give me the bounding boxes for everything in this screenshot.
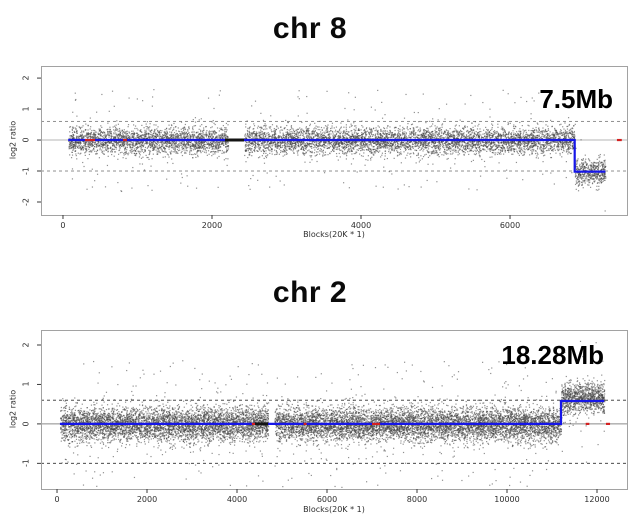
- x-tick-label: 0: [60, 221, 66, 230]
- y-axis-label-chr2: log2 ratio: [8, 389, 18, 429]
- x-tick-label: 2000: [201, 221, 223, 230]
- y-tick-label: 2: [21, 75, 31, 81]
- y-tick-label: 1: [21, 381, 31, 387]
- x-axis-label-chr8: Blocks(20K * 1): [303, 230, 365, 239]
- chart-title-chr2: chr 2: [272, 276, 348, 309]
- x-tick-label: 10000: [494, 495, 520, 504]
- x-tick-label: 0: [54, 495, 60, 504]
- x-tick-label: 8000: [406, 495, 428, 504]
- chart-title-chr8: chr 8: [272, 12, 348, 45]
- y-tick-label: 0: [21, 137, 31, 143]
- gain-size-annotation-chr2: 18.28Mb: [501, 340, 604, 370]
- x-tick-label: 6000: [499, 221, 521, 230]
- y-tick-label: 1: [21, 106, 31, 112]
- y-tick-label: -2: [21, 197, 31, 206]
- x-tick-label: 4000: [226, 495, 248, 504]
- y-tick-label: -1: [21, 167, 31, 175]
- x-tick-label: 6000: [316, 495, 338, 504]
- x-tick-label: 12000: [584, 495, 610, 504]
- deletion-size-annotation-chr8: 7.5Mb: [539, 84, 613, 114]
- x-axis-label-chr2: Blocks(20K * 1): [303, 505, 365, 514]
- y-tick-label: 2: [21, 342, 31, 348]
- y-axis-label-chr8: log2 ratio: [8, 120, 18, 160]
- x-tick-label: 2000: [136, 495, 158, 504]
- y-tick-label: -1: [21, 459, 31, 468]
- x-tick-label: 4000: [350, 221, 372, 230]
- y-tick-label: 0: [21, 421, 31, 427]
